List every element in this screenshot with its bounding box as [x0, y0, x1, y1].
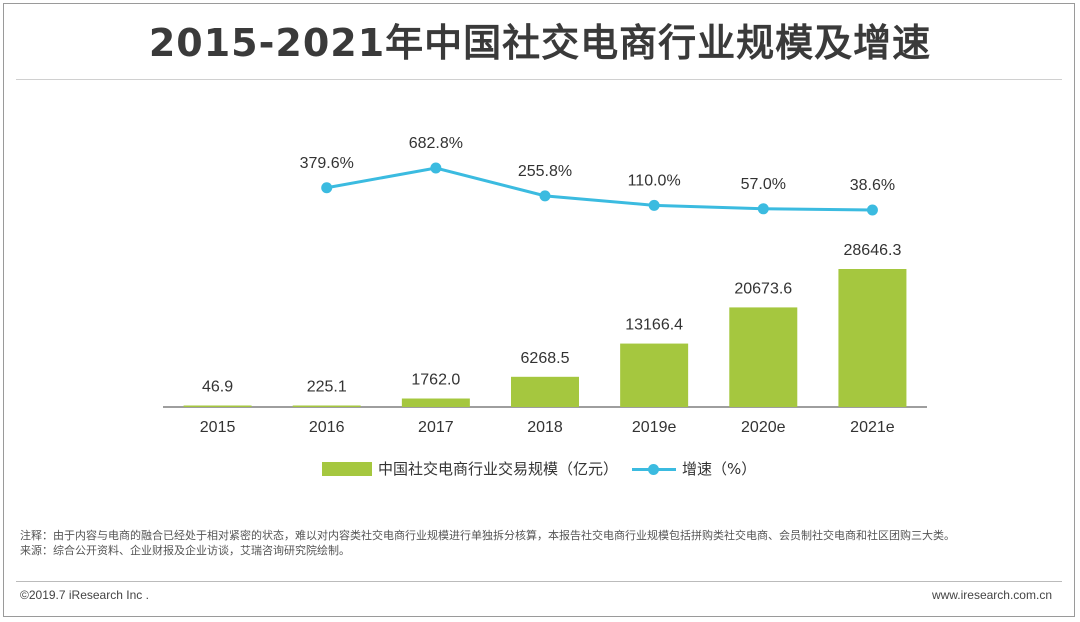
- growth-point: [648, 199, 660, 211]
- bar-value-label: 28646.3: [844, 242, 902, 259]
- x-tick-label: 2021e: [850, 419, 895, 436]
- growth-point: [757, 203, 769, 215]
- bar: [620, 343, 689, 407]
- x-tick-label: 2018: [527, 419, 563, 436]
- title-divider: [16, 79, 1062, 80]
- bar-value-label: 13166.4: [625, 317, 683, 334]
- legend-bar-label: 中国社交电商行业交易规模（亿元）: [378, 460, 619, 478]
- note-text: 注释：由于内容与电商的融合已经处于相对紧密的状态，难以对内容类社交电商行业规模进…: [20, 529, 955, 542]
- x-tick-label: 2020e: [741, 419, 786, 436]
- growth-value-label: 38.6%: [850, 177, 895, 194]
- legend-bar-swatch: [322, 461, 372, 476]
- x-tick-label: 2015: [200, 419, 236, 436]
- growth-value-label: 379.6%: [300, 155, 354, 172]
- bar: [838, 269, 907, 407]
- copyright: ©2019.7 iResearch Inc .: [20, 588, 149, 602]
- bar: [729, 307, 798, 407]
- bar-value-label: 46.9: [202, 379, 233, 396]
- website-link[interactable]: www.iresearch.com.cn: [931, 588, 1052, 602]
- growth-point: [321, 182, 333, 194]
- growth-value-label: 682.8%: [409, 135, 463, 152]
- bar: [183, 405, 252, 407]
- growth-point: [430, 162, 442, 174]
- growth-point: [866, 204, 878, 216]
- legend: 中国社交电商行业交易规模（亿元） 增速（%）: [322, 458, 756, 479]
- bar: [401, 398, 470, 407]
- bar-value-label: 20673.6: [734, 280, 792, 297]
- growth-value-label: 57.0%: [741, 176, 786, 193]
- legend-line-swatch: [632, 462, 677, 476]
- bar-value-label: 225.1: [307, 379, 347, 396]
- growth-point: [539, 190, 551, 202]
- legend-line-label: 增速（%）: [682, 460, 757, 478]
- bar: [292, 405, 361, 407]
- page-title: 2015-2021年中国社交电商行业规模及增速: [148, 21, 932, 65]
- bar-value-label: 1762.0: [411, 372, 460, 389]
- x-tick-label: 2019e: [632, 419, 677, 436]
- growth-value-label: 255.8%: [518, 163, 572, 180]
- bar: [511, 376, 579, 407]
- x-tick-label: 2017: [418, 419, 454, 436]
- growth-value-label: 110.0%: [628, 172, 681, 189]
- footer-divider: [16, 581, 1062, 582]
- source-text: 来源：综合公开资料、企业财报及企业访谈，艾瑞咨询研究院绘制。: [20, 544, 350, 557]
- growth-line: [326, 166, 873, 212]
- notes: 注释：由于内容与电商的融合已经处于相对紧密的状态，难以对内容类社交电商行业规模进…: [20, 528, 1060, 558]
- bar-value-label: 6268.5: [521, 350, 570, 367]
- x-tick-label: 2016: [309, 419, 345, 436]
